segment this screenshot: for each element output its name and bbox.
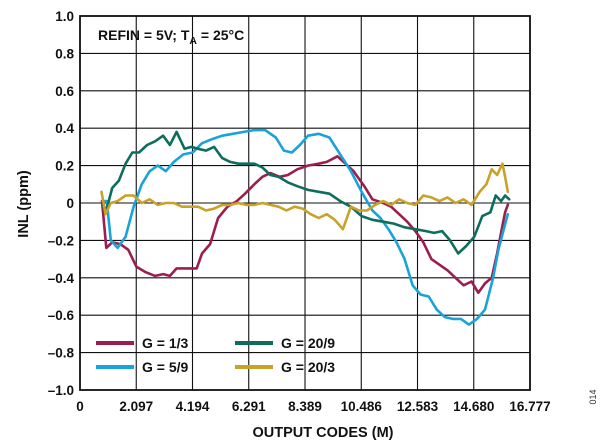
x-tick-label: 0 [76,399,84,414]
legend: G = 1/3 G = 5/9 G = 20/9 G = 20/3 [96,335,335,375]
x-tick-label: 4.194 [176,399,210,414]
series-line-3 [101,130,511,255]
y-axis-label: INL (ppm) [16,170,32,238]
conditions-annotation: REFIN = 5V; TA = 25°C [98,27,244,47]
y-tick-label: 1.0 [55,9,74,24]
x-tick-label: 8.389 [288,399,322,414]
y-tick-label: 0.8 [55,46,74,61]
x-tick-label: 16.777 [509,399,550,414]
plot-frame [79,15,531,391]
y-tick-label: –0.6 [48,308,75,323]
y-tick-label: –0.2 [48,233,74,248]
y-tick-label: –0.8 [48,346,75,361]
y-tick-label: 0.2 [55,159,74,174]
legend-label: G = 1/3 [142,335,189,351]
grid-lines [79,15,531,391]
y-tick-label: –0.4 [48,271,75,286]
y-tick-label: –1.0 [48,383,74,398]
y-tick-labels: 1.0 0.8 0.6 0.4 0.2 0 –0.2 –0.4 –0.6 –0.8 –1.0 [48,9,75,398]
legend-label: G = 20/3 [281,359,335,375]
x-tick-label: 12.583 [397,399,439,414]
series-lines [100,128,511,326]
legend-label: G = 5/9 [142,359,189,375]
x-tick-label: 14.680 [453,399,494,414]
x-tick-label: 10.486 [341,399,383,414]
series-line-4 [100,162,510,231]
series-line-1 [100,155,510,295]
legend-label: G = 20/9 [281,335,335,351]
y-tick-label: 0.6 [55,84,74,99]
y-tick-label: 0 [66,196,74,211]
series-line-2 [101,128,510,326]
x-tick-labels: 0 2.097 4.194 6.291 8.389 10.486 12.583 14.680 1… [76,399,550,414]
figure-id: 014 [588,389,598,404]
x-tick-label: 2.097 [119,399,153,414]
x-axis-label: OUTPUT CODES (M) [253,425,394,441]
y-tick-label: 0.4 [55,121,74,136]
x-tick-label: 6.291 [232,399,266,414]
